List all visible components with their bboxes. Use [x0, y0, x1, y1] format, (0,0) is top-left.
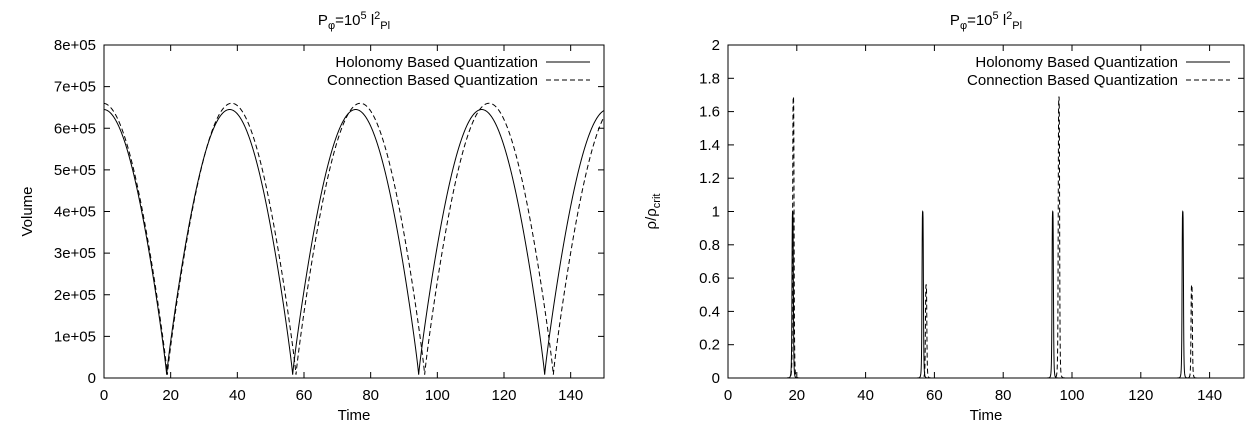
x-tick-label: 80	[995, 387, 1012, 404]
y-tick-label: 2	[712, 37, 720, 54]
series-line-holonomy	[104, 109, 604, 375]
y-tick-label: 0.8	[699, 237, 720, 254]
legend-label: Connection Based Quantization	[967, 72, 1178, 89]
chart-1: 0 20 40 60 80 100 120 140 0 1e+05 2e+05 3e+05 4e+05 5…	[19, 10, 605, 424]
x-tick-label: 60	[296, 387, 313, 404]
y-tick-label: 3e+05	[54, 245, 96, 262]
y-tick-label: 1.6	[699, 104, 720, 121]
x-tick-label: 80	[362, 387, 379, 404]
chart-title: Pφ=105 l2Pl	[318, 10, 390, 32]
x-tick-label: 120	[491, 387, 516, 404]
y-tick-label: 7e+05	[54, 79, 96, 96]
y-tick-label: 5e+05	[54, 162, 96, 179]
plot-frame	[727, 44, 1245, 379]
x-tick-label: 20	[162, 387, 179, 404]
x-tick-label: 120	[1128, 387, 1153, 404]
x-tick-label: 40	[229, 387, 246, 404]
y-tick-label: 1e+05	[54, 328, 96, 345]
legend-label: Connection Based Quantization	[327, 72, 538, 89]
y-axis-label: ρ/ρcrit	[643, 194, 663, 230]
x-axis-label: Time	[338, 407, 371, 424]
y-tick-label: 8e+05	[54, 37, 96, 54]
x-tick-label: 100	[425, 387, 450, 404]
y-tick-label: 0.2	[699, 337, 720, 354]
x-tick-label: 60	[926, 387, 943, 404]
y-tick-label: 0	[88, 370, 96, 387]
chart-2: 0 20 40 60 80 100 120 140 0 0.2 0.4 0.6 0.8 1 1.2 1.4 1.…	[643, 10, 1245, 424]
y-tick-label: 0.4	[699, 303, 720, 320]
series-line-connection	[104, 102, 604, 375]
x-axis-label: Time	[970, 407, 1003, 424]
y-tick-label: 4e+05	[54, 204, 96, 221]
y-tick-label: 1.4	[699, 137, 720, 154]
series-line-holonomy	[728, 210, 1244, 378]
y-tick-label: 2e+05	[54, 287, 96, 304]
x-tick-label: 140	[1197, 387, 1222, 404]
y-tick-label: 0.6	[699, 270, 720, 287]
y-tick-label: 1	[712, 204, 720, 221]
x-tick-label: 40	[857, 387, 874, 404]
y-axis-label: Volume	[19, 186, 36, 236]
x-tick-label: 0	[100, 387, 108, 404]
y-tick-label: 0	[712, 370, 720, 387]
x-tick-label: 100	[1059, 387, 1084, 404]
y-tick-label: 6e+05	[54, 120, 96, 137]
x-tick-label: 20	[788, 387, 805, 404]
x-tick-label: 140	[558, 387, 583, 404]
y-tick-label: 1.2	[699, 170, 720, 187]
legend-label: Holonomy Based Quantization	[975, 54, 1178, 71]
y-tick-label: 1.8	[699, 70, 720, 87]
series-line-connection	[728, 96, 1244, 378]
x-tick-label: 0	[724, 387, 732, 404]
legend-label: Holonomy Based Quantization	[335, 54, 538, 71]
chart-title: Pφ=105 l2Pl	[950, 10, 1022, 32]
